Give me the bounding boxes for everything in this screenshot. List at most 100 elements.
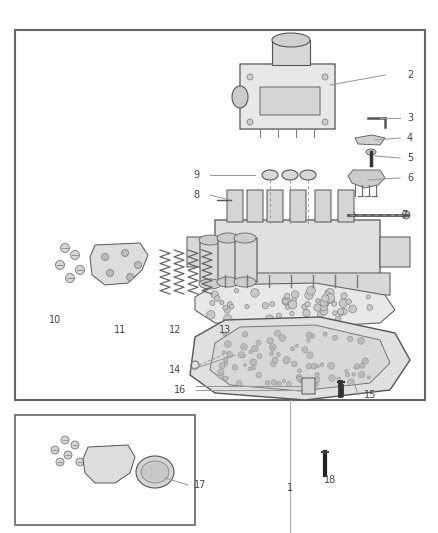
Circle shape — [402, 211, 410, 219]
Circle shape — [332, 302, 336, 306]
Circle shape — [251, 366, 255, 370]
Circle shape — [271, 379, 276, 385]
Circle shape — [314, 304, 321, 311]
FancyBboxPatch shape — [227, 190, 243, 222]
Circle shape — [218, 369, 224, 375]
Circle shape — [106, 270, 113, 277]
Circle shape — [224, 307, 230, 313]
Circle shape — [314, 377, 320, 383]
Circle shape — [321, 295, 329, 302]
Text: 5: 5 — [407, 153, 413, 163]
Circle shape — [220, 301, 224, 304]
Circle shape — [347, 336, 353, 342]
FancyBboxPatch shape — [218, 238, 240, 282]
Circle shape — [286, 382, 291, 386]
Circle shape — [232, 365, 238, 370]
Circle shape — [328, 375, 335, 382]
Circle shape — [279, 335, 286, 342]
Ellipse shape — [141, 461, 169, 483]
Ellipse shape — [232, 86, 248, 108]
Circle shape — [265, 381, 270, 385]
Ellipse shape — [262, 170, 278, 180]
Circle shape — [325, 288, 334, 297]
Text: 15: 15 — [364, 390, 376, 400]
Circle shape — [296, 374, 302, 380]
Circle shape — [250, 359, 257, 366]
Circle shape — [303, 382, 309, 388]
Circle shape — [56, 458, 64, 466]
Circle shape — [219, 362, 225, 369]
Circle shape — [323, 332, 327, 336]
Polygon shape — [195, 283, 395, 327]
Circle shape — [236, 381, 242, 386]
Circle shape — [297, 376, 301, 381]
Circle shape — [257, 353, 262, 359]
Circle shape — [215, 296, 220, 301]
Circle shape — [231, 196, 239, 204]
FancyBboxPatch shape — [247, 190, 263, 222]
Text: 18: 18 — [324, 475, 336, 485]
Circle shape — [352, 373, 356, 376]
Circle shape — [320, 298, 328, 306]
Circle shape — [315, 364, 319, 368]
Circle shape — [270, 302, 275, 306]
Circle shape — [292, 297, 296, 302]
Circle shape — [76, 458, 84, 466]
Circle shape — [339, 311, 343, 316]
Circle shape — [291, 361, 297, 367]
Circle shape — [211, 291, 219, 298]
Circle shape — [357, 337, 364, 344]
Circle shape — [341, 293, 347, 299]
Circle shape — [282, 379, 286, 383]
FancyBboxPatch shape — [200, 240, 222, 284]
Circle shape — [326, 295, 334, 303]
Circle shape — [288, 301, 297, 309]
Circle shape — [367, 376, 371, 379]
Circle shape — [303, 309, 310, 317]
Circle shape — [56, 261, 64, 270]
Polygon shape — [90, 243, 148, 285]
Circle shape — [224, 362, 228, 366]
Ellipse shape — [136, 456, 174, 488]
Circle shape — [335, 316, 341, 322]
Circle shape — [283, 357, 290, 364]
Circle shape — [265, 315, 274, 324]
Circle shape — [290, 311, 294, 316]
Circle shape — [276, 313, 282, 318]
Circle shape — [302, 304, 307, 310]
Circle shape — [320, 363, 324, 367]
FancyBboxPatch shape — [187, 237, 217, 267]
Text: 8: 8 — [193, 190, 199, 200]
FancyBboxPatch shape — [205, 273, 390, 295]
Circle shape — [317, 312, 323, 318]
Circle shape — [223, 351, 226, 354]
Circle shape — [326, 294, 335, 302]
Circle shape — [291, 291, 299, 298]
FancyBboxPatch shape — [240, 64, 335, 129]
Circle shape — [346, 373, 350, 377]
Circle shape — [134, 262, 141, 269]
Circle shape — [223, 332, 227, 336]
Ellipse shape — [199, 235, 221, 245]
Polygon shape — [348, 170, 385, 188]
Text: 4: 4 — [407, 133, 413, 143]
Circle shape — [311, 334, 315, 338]
Circle shape — [360, 363, 365, 368]
Circle shape — [332, 335, 338, 341]
Ellipse shape — [272, 33, 310, 47]
Circle shape — [307, 338, 310, 342]
Text: 1: 1 — [287, 483, 293, 493]
Circle shape — [348, 379, 354, 385]
FancyBboxPatch shape — [267, 190, 283, 222]
Circle shape — [282, 297, 290, 305]
Circle shape — [305, 291, 313, 300]
Circle shape — [298, 377, 304, 383]
Circle shape — [61, 436, 69, 444]
Circle shape — [306, 332, 312, 338]
Circle shape — [75, 265, 85, 274]
Text: 3: 3 — [407, 113, 413, 123]
Circle shape — [358, 372, 365, 378]
Circle shape — [321, 299, 329, 307]
Circle shape — [262, 303, 268, 309]
Circle shape — [247, 119, 253, 125]
